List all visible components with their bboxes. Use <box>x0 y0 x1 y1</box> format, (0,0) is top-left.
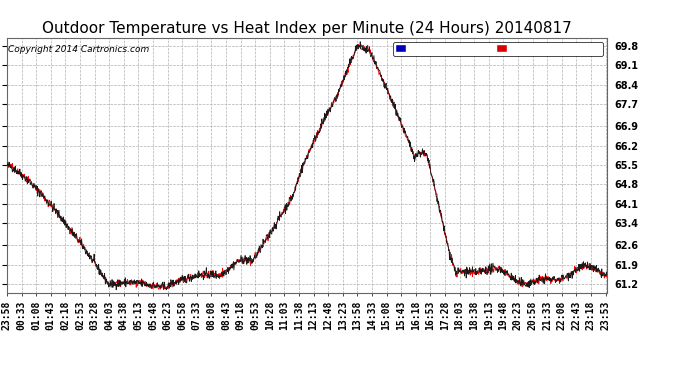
Text: Copyright 2014 Cartronics.com: Copyright 2014 Cartronics.com <box>8 45 149 54</box>
Legend: Heat Index  (°F), Temperature  (°F): Heat Index (°F), Temperature (°F) <box>393 42 602 56</box>
Title: Outdoor Temperature vs Heat Index per Minute (24 Hours) 20140817: Outdoor Temperature vs Heat Index per Mi… <box>42 21 572 36</box>
